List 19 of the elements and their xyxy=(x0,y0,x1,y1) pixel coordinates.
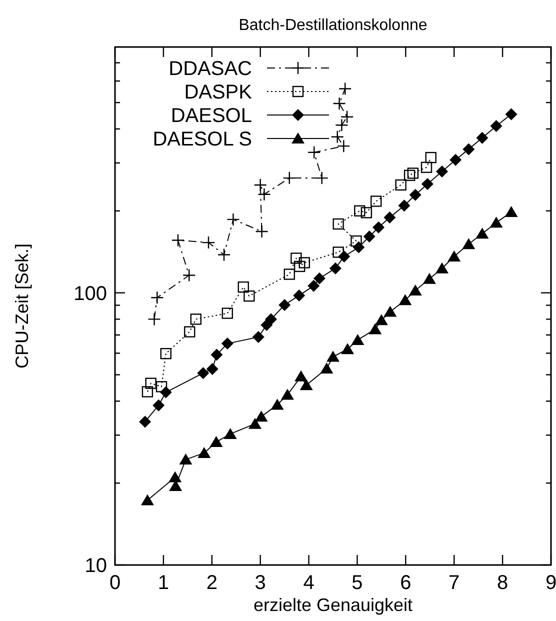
legend-label: DDASAC xyxy=(168,58,252,80)
y-tick-label: 100 xyxy=(74,282,107,305)
x-axis-title: erzielte Genauigkeit xyxy=(253,595,413,615)
x-tick-label: 3 xyxy=(254,572,266,594)
legend-label: DAESOL xyxy=(170,105,252,127)
x-tick-label: 4 xyxy=(303,572,314,594)
x-tick-label: 8 xyxy=(496,572,508,594)
legend-label: DASPK xyxy=(184,82,253,104)
x-tick-label: 1 xyxy=(158,572,170,594)
x-tick-label: 6 xyxy=(400,572,412,594)
chart-title: Batch-Destillationskolonne xyxy=(238,17,428,34)
y-tick-label: 10 xyxy=(84,555,107,577)
x-tick-label: 7 xyxy=(448,572,460,594)
legend-label: DAESOL S xyxy=(152,128,252,150)
x-tick-label: 2 xyxy=(206,572,218,594)
x-tick-label: 9 xyxy=(545,572,556,594)
x-tick-label: 0 xyxy=(109,572,121,594)
y-axis-title: CPU-Zeit [Sek.] xyxy=(12,243,32,369)
x-tick-label: 5 xyxy=(352,572,363,594)
